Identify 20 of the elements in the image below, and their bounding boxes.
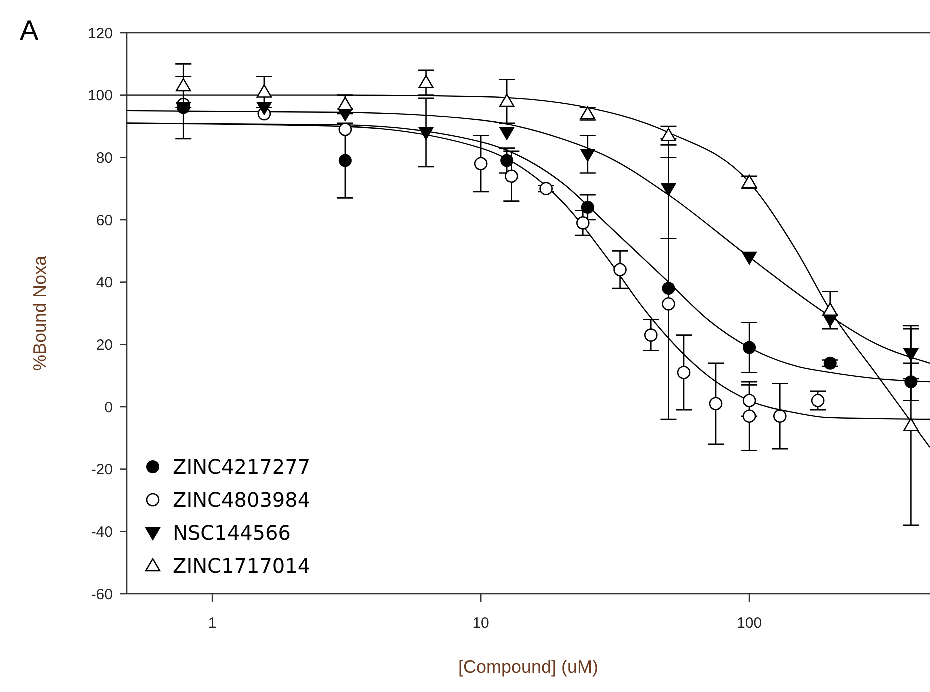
y-tick-label: 0 (104, 399, 113, 416)
y-tick-label: 20 (96, 336, 113, 354)
y-tick-label: -20 (91, 462, 113, 479)
y-tick-label: 120 (88, 25, 113, 42)
y-tick-label: 40 (96, 274, 113, 292)
x-tick-label: 10 (472, 615, 490, 632)
y-axis-title: %Bound Noxa (30, 254, 50, 372)
legend-label: ZINC4217277 (173, 455, 311, 479)
x-tick-label: 1 (208, 615, 217, 632)
y-tick-label: 60 (96, 212, 113, 230)
legend-label: ZINC1717014 (173, 554, 311, 578)
legend-label: NSC144566 (173, 521, 291, 545)
x-axis-title: [Compound] (uM) (458, 657, 599, 677)
text: A (20, 15, 39, 46)
x-tick-label: 100 (737, 615, 762, 632)
y-tick-label: -40 (91, 524, 113, 541)
legend-label: ZINC4803984 (173, 488, 311, 512)
y-tick-label: 80 (96, 150, 113, 167)
y-tick-label: -60 (91, 586, 113, 604)
y-tick-label: 100 (88, 88, 113, 105)
